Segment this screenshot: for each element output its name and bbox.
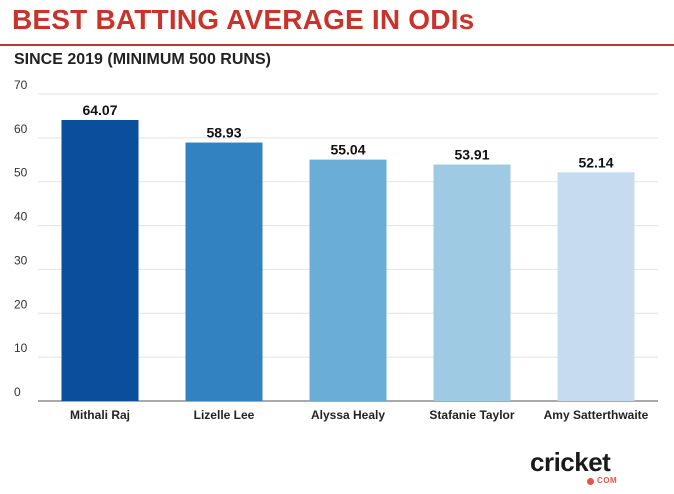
y-tick-label: 0: [14, 385, 21, 399]
logo-wordmark: cricket: [530, 447, 611, 477]
data-label: 58.93: [206, 125, 241, 141]
title-divider: [0, 44, 674, 46]
bar: [309, 159, 387, 401]
x-tick-label: Stafanie Taylor: [429, 408, 514, 422]
y-tick-label: 40: [14, 210, 28, 224]
data-label: 53.91: [454, 147, 489, 163]
data-label: 52.14: [578, 154, 613, 170]
data-label: 55.04: [330, 142, 365, 158]
cricket-com-logo: cricket COM: [530, 447, 650, 487]
bar: [557, 172, 635, 401]
x-tick-label: Lizelle Lee: [194, 408, 255, 422]
y-tick-label: 50: [14, 166, 28, 180]
x-tick-label: Alyssa Healy: [311, 408, 385, 422]
x-tick-label: Mithali Raj: [70, 408, 130, 422]
y-tick-label: 30: [14, 253, 28, 267]
y-tick-label: 20: [14, 297, 28, 311]
y-tick-label: 60: [14, 122, 28, 136]
y-tick-label: 10: [14, 341, 28, 355]
x-tick-label: Amy Satterthwaite: [544, 408, 649, 422]
bar: [185, 142, 263, 401]
chart-subtitle: SINCE 2019 (MINIMUM 500 RUNS): [14, 51, 271, 68]
bar: [433, 164, 511, 401]
logo-suffix: COM: [597, 476, 618, 485]
bar: [61, 120, 139, 401]
y-tick-label: 70: [14, 78, 28, 92]
data-label: 64.07: [82, 102, 117, 118]
chart-title: BEST BATTING AVERAGE IN ODIs: [12, 4, 475, 35]
cricket-ball-icon: [587, 478, 594, 485]
